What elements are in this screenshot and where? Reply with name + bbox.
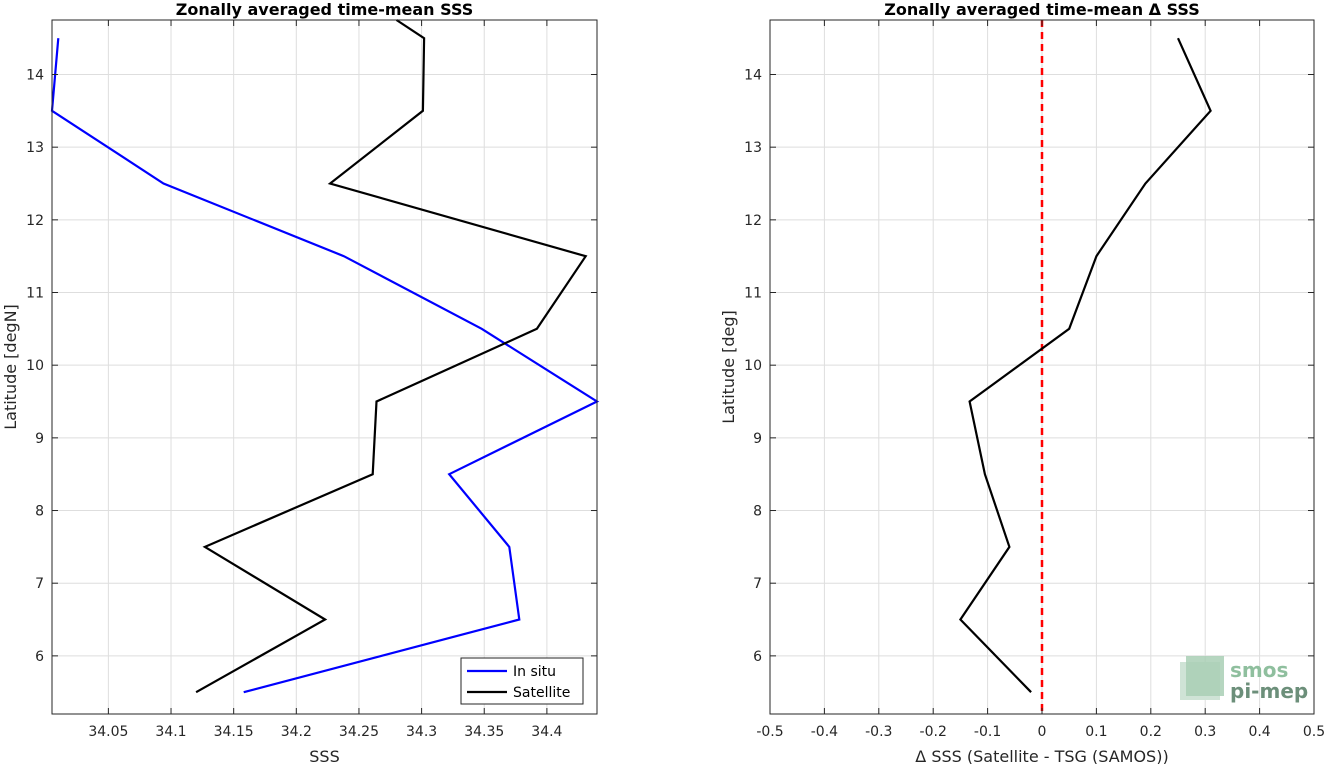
- y-tick-label: 11: [26, 286, 44, 302]
- series-line-satellite: [195, 19, 588, 694]
- y-tick-label: 14: [26, 68, 44, 84]
- chart-right-delta-sss: -0.5 -0.4 -0.3 -0.2 -0.1 0 0.1 0.2 0.3 0.4 0.5 6 7 8 9…: [719, 0, 1325, 766]
- x-axis-label: SSS: [309, 747, 339, 764]
- x-tick-label: 34.3: [406, 724, 437, 740]
- y-tick-label: 7: [753, 576, 762, 592]
- x-tick-label: 34.25: [339, 724, 379, 740]
- y-tick-label: 13: [26, 140, 44, 156]
- x-tick-label: -0.2: [920, 724, 947, 740]
- chart-title: Zonally averaged time-mean Δ SSS: [884, 0, 1200, 19]
- x-tick-label: 0.1: [1085, 724, 1107, 740]
- smos-pi-mep-logo: smos pi-mep: [1180, 656, 1308, 703]
- x-tick-label: 34.1: [155, 724, 186, 740]
- logo-text-smos: smos: [1230, 658, 1288, 682]
- y-tick-label: 8: [753, 504, 762, 520]
- x-axis-label: Δ SSS (Satellite - TSG (SAMOS)): [915, 747, 1168, 764]
- x-tick-label: -0.5: [756, 724, 783, 740]
- y-tick-label: 12: [744, 213, 762, 229]
- y-tick-label: 14: [744, 68, 762, 84]
- x-tick-label: 0.3: [1194, 724, 1216, 740]
- x-tick-label: 0.2: [1140, 724, 1162, 740]
- x-tick-label: 34.4: [531, 724, 562, 740]
- y-axis-label: Latitude [degN]: [1, 304, 20, 430]
- y-tick-label: 13: [744, 140, 762, 156]
- y-tick-label: 8: [35, 504, 44, 520]
- y-tick-label: 9: [35, 431, 44, 447]
- logo-mark-front: [1186, 656, 1224, 696]
- y-tick-label: 10: [26, 358, 44, 374]
- x-tick-label: 34.05: [88, 724, 128, 740]
- x-tick-label: 0: [1038, 724, 1047, 740]
- legend-box: [460, 657, 584, 705]
- y-tick-label: 10: [744, 358, 762, 374]
- y-tick-label: 6: [753, 649, 762, 665]
- series-line-delta-sss: [958, 37, 1212, 693]
- y-tick-label: 9: [753, 431, 762, 447]
- axes-box: [51, 19, 598, 715]
- x-tick-label: 34.2: [281, 724, 312, 740]
- plot-area: [52, 20, 597, 714]
- y-tick-label: 7: [35, 576, 44, 592]
- logo-text-pi-mep: pi-mep: [1230, 679, 1308, 703]
- series-line-in-situ: [50, 38, 600, 694]
- y-axis-label: Latitude [deg]: [719, 310, 738, 424]
- legend-label: Satellite: [513, 685, 570, 701]
- chart-left-sss: 34.05 34.1 34.15 34.2 34.25 34.3 34.35 34.4 6 7 8 9…: [1, 0, 600, 766]
- x-tick-label: 34.15: [214, 724, 254, 740]
- y-tick-label: 11: [744, 286, 762, 302]
- y-tick-label: 12: [26, 213, 44, 229]
- x-tick-label: -0.4: [811, 724, 838, 740]
- chart-title: Zonally averaged time-mean SSS: [176, 0, 474, 19]
- y-tick-label: 6: [35, 649, 44, 665]
- x-tick-label: 34.35: [464, 724, 504, 740]
- x-tick-label: -0.1: [974, 724, 1001, 740]
- x-tick-label: 0.5: [1303, 724, 1325, 740]
- x-tick-label: 0.4: [1248, 724, 1270, 740]
- x-tick-label: -0.3: [865, 724, 892, 740]
- legend-label: In situ: [513, 664, 556, 680]
